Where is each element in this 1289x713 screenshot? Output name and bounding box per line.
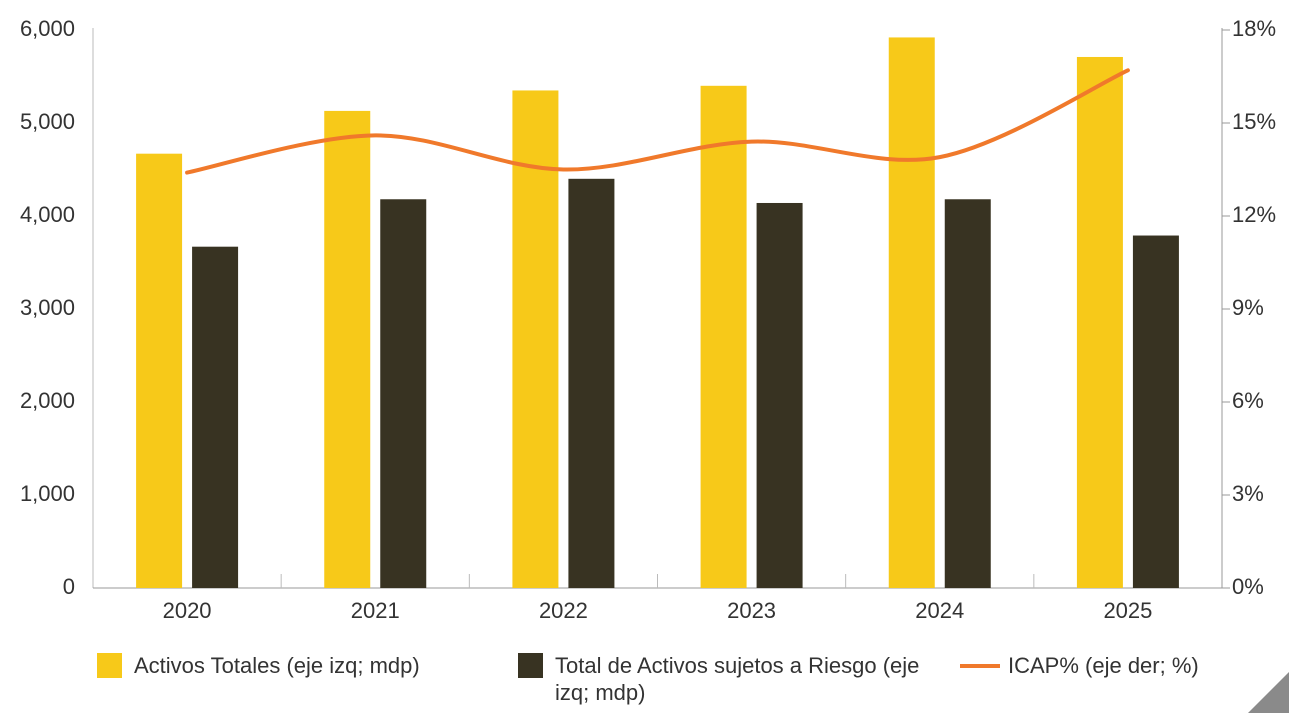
bar <box>380 199 427 588</box>
bar <box>1076 56 1123 589</box>
bar <box>512 90 559 588</box>
x-tick-label: 2025 <box>1103 598 1152 623</box>
y2-tick-label: 15% <box>1232 109 1276 134</box>
bar <box>568 178 615 589</box>
bar <box>700 85 747 589</box>
y2-tick-label: 18% <box>1232 16 1276 41</box>
y-tick-label: 5,000 <box>20 109 75 134</box>
legend-item: ICAP% (eje der; %) <box>960 652 1268 679</box>
x-tick-label: 2024 <box>915 598 964 623</box>
legend-label: Activos Totales (eje izq; mdp) <box>134 653 420 678</box>
y2-tick-label: 3% <box>1232 481 1264 506</box>
bar <box>944 199 991 588</box>
y-tick-label: 2,000 <box>20 388 75 413</box>
bar <box>324 110 371 588</box>
bar <box>756 202 803 589</box>
x-tick-label: 2022 <box>539 598 588 623</box>
bar <box>136 153 183 588</box>
x-tick-label: 2023 <box>727 598 776 623</box>
legend-item: Total de Activos sujetos a Riesgo (eje i… <box>518 652 925 706</box>
legend-item: Activos Totales (eje izq; mdp) <box>97 652 454 679</box>
y-tick-label: 4,000 <box>20 202 75 227</box>
y-tick-label: 3,000 <box>20 295 75 320</box>
y2-tick-label: 6% <box>1232 388 1264 413</box>
legend-swatch <box>518 653 543 678</box>
bar <box>888 37 935 588</box>
x-tick-label: 2020 <box>163 598 212 623</box>
bar <box>1132 235 1179 588</box>
corner-decoration <box>1248 672 1289 713</box>
y-tick-label: 1,000 <box>20 481 75 506</box>
y2-tick-label: 12% <box>1232 202 1276 227</box>
y2-tick-label: 0% <box>1232 574 1264 599</box>
legend-swatch <box>97 653 122 678</box>
legend: Activos Totales (eje izq; mdp) Total de A… <box>0 652 1289 712</box>
y2-tick-label: 9% <box>1232 295 1264 320</box>
x-tick-label: 2021 <box>351 598 400 623</box>
bar <box>192 246 239 588</box>
legend-label: ICAP% (eje der; %) <box>1008 653 1199 678</box>
legend-label: Total de Activos sujetos a Riesgo (eje i… <box>555 653 920 705</box>
line <box>185 68 1130 175</box>
legend-swatch <box>960 664 1000 668</box>
y-tick-label: 6,000 <box>20 16 75 41</box>
y-tick-label: 0 <box>63 574 75 599</box>
